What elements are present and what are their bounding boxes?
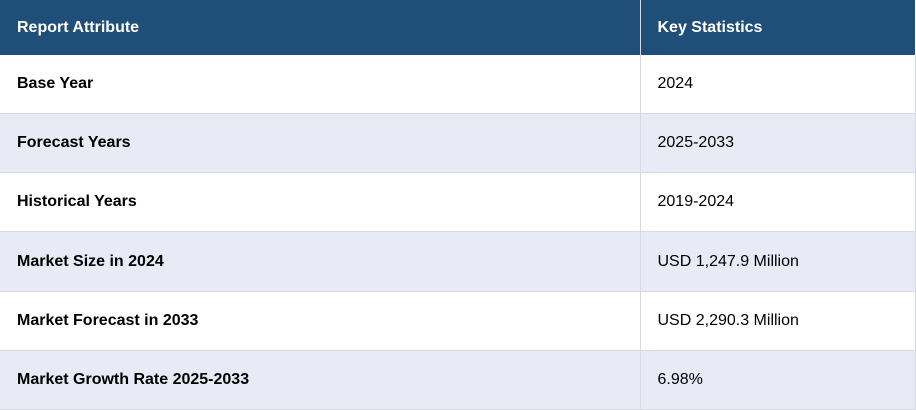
row-value: 2024 (640, 55, 916, 115)
table-row: Forecast Years 2025-2033 (0, 113, 916, 174)
row-value: 6.98% (640, 350, 916, 410)
table-row: Base Year 2024 (0, 55, 916, 115)
row-value: 2025-2033 (640, 113, 916, 174)
table-row: Historical Years 2019-2024 (0, 172, 916, 233)
row-attribute: Historical Years (0, 172, 641, 233)
header-row: Report Attribute Key Statistics (0, 0, 915, 55)
table-row: Market Growth Rate 2025-2033 6.98% (0, 350, 916, 410)
row-attribute: Base Year (0, 55, 641, 115)
row-attribute: Forecast Years (0, 113, 641, 174)
row-value: USD 2,290.3 Million (640, 291, 916, 351)
header-report-attribute: Report Attribute (0, 0, 641, 55)
table-header: Report Attribute Key Statistics (0, 0, 915, 55)
row-attribute: Market Forecast in 2033 (0, 291, 641, 351)
row-value: USD 1,247.9 Million (640, 231, 916, 292)
table-body: Base Year 2024 Forecast Years 2025-2033 … (0, 55, 916, 410)
row-value: 2019-2024 (640, 172, 916, 233)
table-row: Market Size in 2024 USD 1,247.9 Million (0, 231, 916, 292)
header-key-statistics: Key Statistics (640, 0, 915, 55)
table-row: Market Forecast in 2033 USD 2,290.3 Mill… (0, 291, 916, 351)
row-attribute: Market Growth Rate 2025-2033 (0, 350, 641, 410)
row-attribute: Market Size in 2024 (0, 231, 641, 292)
